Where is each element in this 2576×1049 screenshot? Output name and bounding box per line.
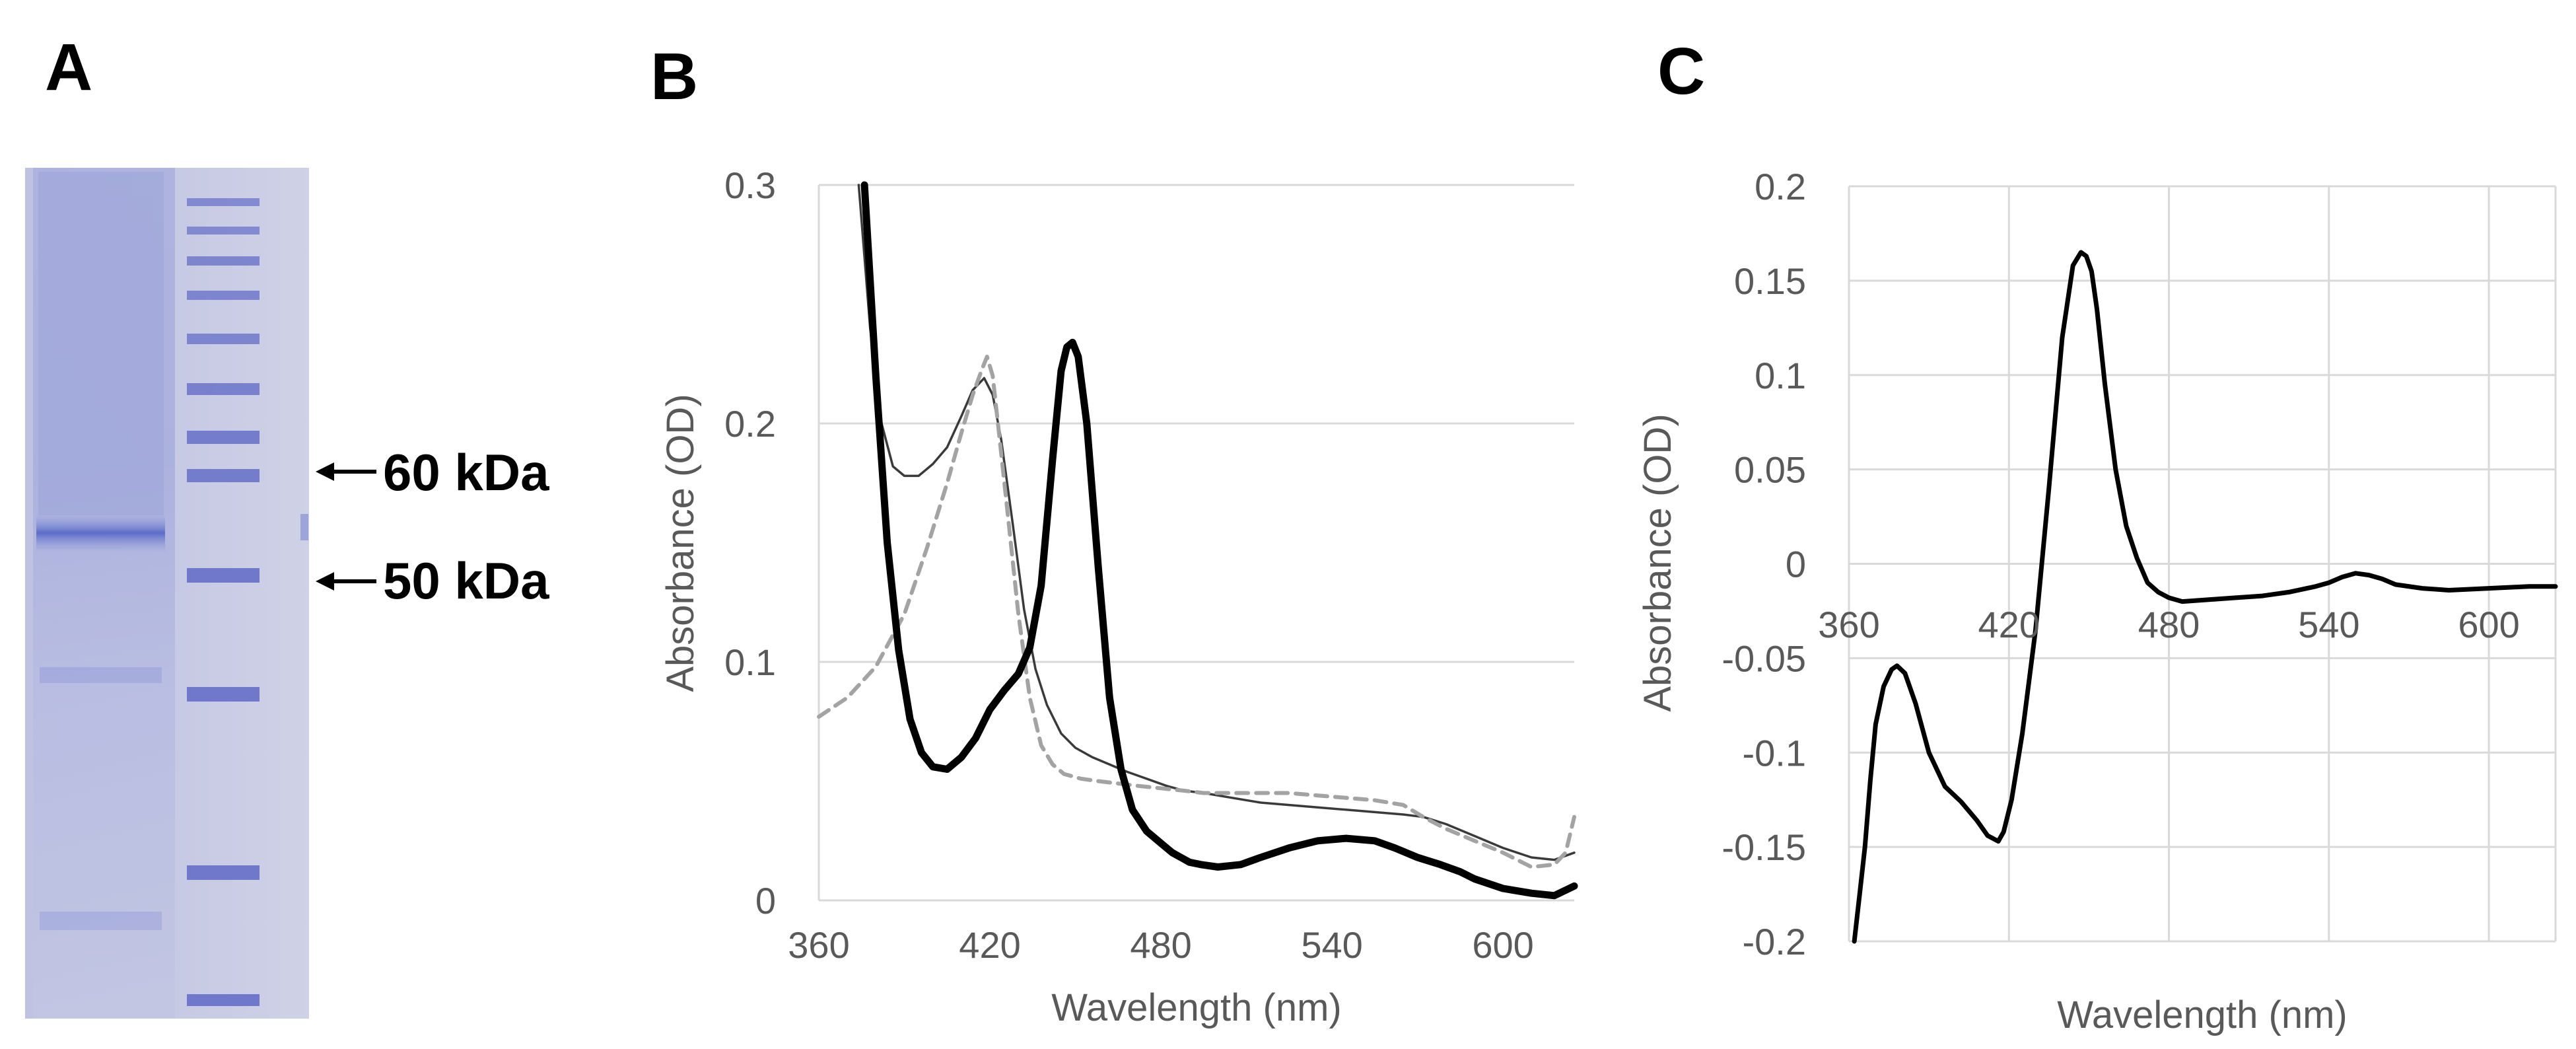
ladder-lane bbox=[187, 198, 260, 1006]
panel-c-letter: C bbox=[1657, 34, 1705, 108]
y-tick-label: -0.2 bbox=[1743, 921, 1807, 962]
panel-a-letter: A bbox=[45, 30, 92, 104]
marker-50kda-label: 50 kDa bbox=[383, 552, 549, 610]
x-tick-label: 360 bbox=[1818, 604, 1879, 645]
sample-lower-band-2 bbox=[40, 912, 162, 930]
series-line-thick-black bbox=[860, 181, 1578, 900]
x-tick-label: 540 bbox=[2298, 604, 2359, 645]
x-tick-label: 480 bbox=[1130, 924, 1191, 966]
sample-lane bbox=[33, 168, 175, 1019]
series-line-gray-dashed bbox=[817, 354, 1576, 869]
chart-c-ticks: -0.2 -0.15 -0.1 -0.05 0 0.05 0.1 0.15 0.2 360 420 4… bbox=[1722, 166, 2519, 962]
panel-c: C -0.2 -0.15 -0.1 -0.05 0 0.05 0.1 0.15 0.2 360 42… bbox=[1636, 34, 2558, 1036]
series-line-difference bbox=[1852, 250, 2558, 944]
x-tick-label: 600 bbox=[2458, 604, 2519, 645]
sample-lane-upper-smear bbox=[38, 172, 164, 515]
y-tick-label: 0 bbox=[755, 880, 776, 922]
x-tick-label: 600 bbox=[1472, 924, 1533, 966]
marker-50kda: 50 kDa bbox=[316, 552, 549, 610]
chart-b-y-axis-title: Absorbance (OD) bbox=[659, 394, 702, 692]
y-tick-label: 0.1 bbox=[1755, 355, 1806, 396]
chart-b-ticks: 0 0.1 0.2 0.3 360 420 480 540 600 bbox=[724, 164, 1534, 966]
arrow-60kda-head bbox=[316, 462, 334, 481]
panel-b-letter: B bbox=[650, 40, 698, 114]
y-tick-label: 0.2 bbox=[1755, 166, 1806, 207]
chart-c-series bbox=[1852, 250, 2558, 944]
ladder-band bbox=[187, 431, 260, 444]
marker-60kda: 60 kDa bbox=[316, 443, 549, 501]
ladder-band bbox=[187, 291, 260, 300]
panel-a: A bbox=[25, 30, 549, 1019]
series-line-thin-black bbox=[857, 184, 1576, 861]
ladder-band bbox=[187, 687, 260, 702]
y-tick-label: 0.15 bbox=[1734, 260, 1806, 302]
ladder-band bbox=[187, 198, 260, 206]
y-tick-label: 0.2 bbox=[724, 403, 776, 445]
ladder-band bbox=[187, 383, 260, 395]
y-tick-label: 0.3 bbox=[724, 164, 776, 206]
chart-c-y-axis-title: Absorbance (OD) bbox=[1636, 414, 1679, 711]
panel-b: B 0 0.1 0.2 0.3 360 420 480 540 600 Wavelength (… bbox=[650, 40, 1578, 1029]
chart-c-axes bbox=[1848, 186, 2556, 941]
y-tick-label: -0.1 bbox=[1743, 732, 1807, 774]
ladder-band bbox=[187, 256, 260, 266]
ladder-band bbox=[187, 469, 260, 482]
sample-lower-band-1 bbox=[40, 667, 162, 683]
chart-c-x-axis-title: Wavelength (nm) bbox=[2057, 994, 2347, 1036]
x-tick-label: 540 bbox=[1301, 924, 1362, 966]
gel-edge-mark bbox=[300, 514, 308, 540]
ladder-band bbox=[187, 227, 260, 235]
ladder-band bbox=[187, 568, 260, 583]
marker-60kda-label: 60 kDa bbox=[383, 443, 549, 501]
chart-b-x-axis-title: Wavelength (nm) bbox=[1051, 986, 1341, 1029]
ladder-band bbox=[187, 865, 260, 880]
y-tick-label: 0.05 bbox=[1734, 449, 1806, 491]
x-tick-label: 480 bbox=[2138, 604, 2200, 645]
gel-image bbox=[25, 168, 309, 1019]
x-tick-label: 420 bbox=[1978, 604, 2040, 645]
chart-b-axes bbox=[818, 185, 1574, 902]
y-tick-label: 0 bbox=[1786, 544, 1806, 585]
x-tick-label: 360 bbox=[788, 924, 849, 966]
y-tick-label: -0.15 bbox=[1722, 826, 1806, 868]
arrow-50kda-head bbox=[316, 572, 334, 591]
ladder-band bbox=[187, 994, 260, 1006]
sample-main-band bbox=[36, 514, 165, 552]
ladder-band bbox=[187, 334, 260, 344]
y-tick-label: 0.1 bbox=[724, 641, 776, 683]
chart-b-series bbox=[817, 181, 1578, 900]
x-tick-label: 420 bbox=[959, 924, 1020, 966]
y-tick-label: -0.05 bbox=[1722, 637, 1806, 679]
